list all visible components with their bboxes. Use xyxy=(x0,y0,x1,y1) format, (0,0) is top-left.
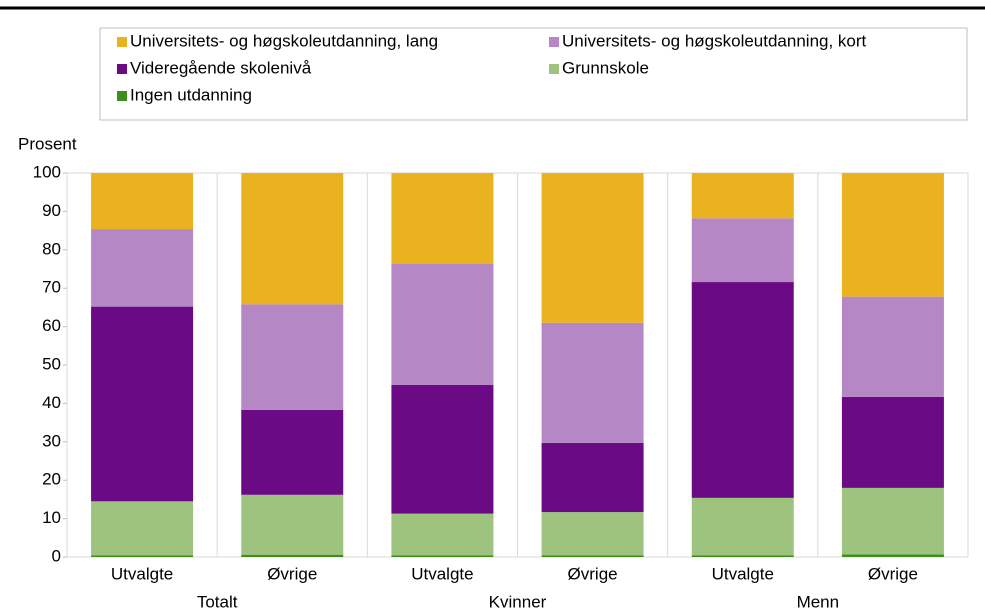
bar-segment xyxy=(241,173,344,305)
bar-segment xyxy=(841,296,944,397)
bar-segment xyxy=(691,282,794,498)
y-tick-label: 50 xyxy=(42,354,61,373)
y-tick-label: 40 xyxy=(42,393,61,412)
x-tick-label: Øvrige xyxy=(568,564,618,583)
bar-segment xyxy=(541,173,644,323)
bar-segment xyxy=(541,442,644,513)
legend-label: Universitets- og høgskoleutdanning, lang xyxy=(130,31,438,50)
y-tick-label: 30 xyxy=(42,431,61,450)
bar-segment xyxy=(691,555,794,557)
x-tick-label: Utvalgte xyxy=(712,564,774,583)
x-tick-label: Utvalgte xyxy=(111,564,173,583)
y-tick-label: 20 xyxy=(42,470,61,489)
bar-segment xyxy=(91,501,194,556)
bar-segment xyxy=(241,494,344,555)
group-label: Totalt xyxy=(197,592,238,611)
bar-segment xyxy=(91,229,194,307)
bar-segment xyxy=(691,173,794,219)
bar-segment xyxy=(91,173,194,230)
y-tick-label: 70 xyxy=(42,278,61,297)
y-tick-label: 80 xyxy=(42,239,61,258)
bar-segment xyxy=(691,497,794,556)
bar-segment xyxy=(391,384,494,514)
x-tick-label: Utvalgte xyxy=(411,564,473,583)
legend-label: Universitets- og høgskoleutdanning, kort xyxy=(562,31,867,50)
legend-swatch xyxy=(549,64,559,74)
x-tick-label: Øvrige xyxy=(267,564,317,583)
y-tick-label: 10 xyxy=(42,508,61,527)
legend-swatch xyxy=(117,64,127,74)
legend-label: Ingen utdanning xyxy=(130,85,252,104)
bar-segment xyxy=(91,555,194,557)
legend-swatch xyxy=(117,37,127,47)
bar-segment xyxy=(391,173,494,265)
bar-segment xyxy=(241,554,344,557)
bar-segment xyxy=(241,409,344,495)
y-tick-label: 100 xyxy=(33,162,61,181)
bar-segment xyxy=(241,304,344,410)
bar-segment xyxy=(691,218,794,283)
bar-segment xyxy=(91,306,194,502)
bar-segment xyxy=(841,396,944,488)
group-label: Kvinner xyxy=(489,592,547,611)
y-axis-label: Prosent xyxy=(18,134,77,153)
bar-segment xyxy=(391,555,494,557)
y-tick-label: 0 xyxy=(52,546,61,565)
bar-segment xyxy=(391,264,494,385)
legend-label: Grunnskole xyxy=(562,58,649,77)
y-tick-label: 60 xyxy=(42,316,61,335)
y-tick-label: 90 xyxy=(42,201,61,220)
bar-segment xyxy=(391,513,494,556)
bar-segment xyxy=(541,322,644,443)
x-tick-label: Øvrige xyxy=(868,564,918,583)
legend-swatch xyxy=(117,91,127,101)
legend-label: Videregående skolenivå xyxy=(130,58,312,77)
bar-segment xyxy=(541,512,644,556)
bar-segment xyxy=(841,554,944,557)
bar-segment xyxy=(841,487,944,555)
legend-box xyxy=(99,27,968,121)
bar-segment xyxy=(841,173,944,297)
bar-segment xyxy=(541,555,644,557)
group-label: Menn xyxy=(797,592,840,611)
legend-swatch xyxy=(549,37,559,47)
